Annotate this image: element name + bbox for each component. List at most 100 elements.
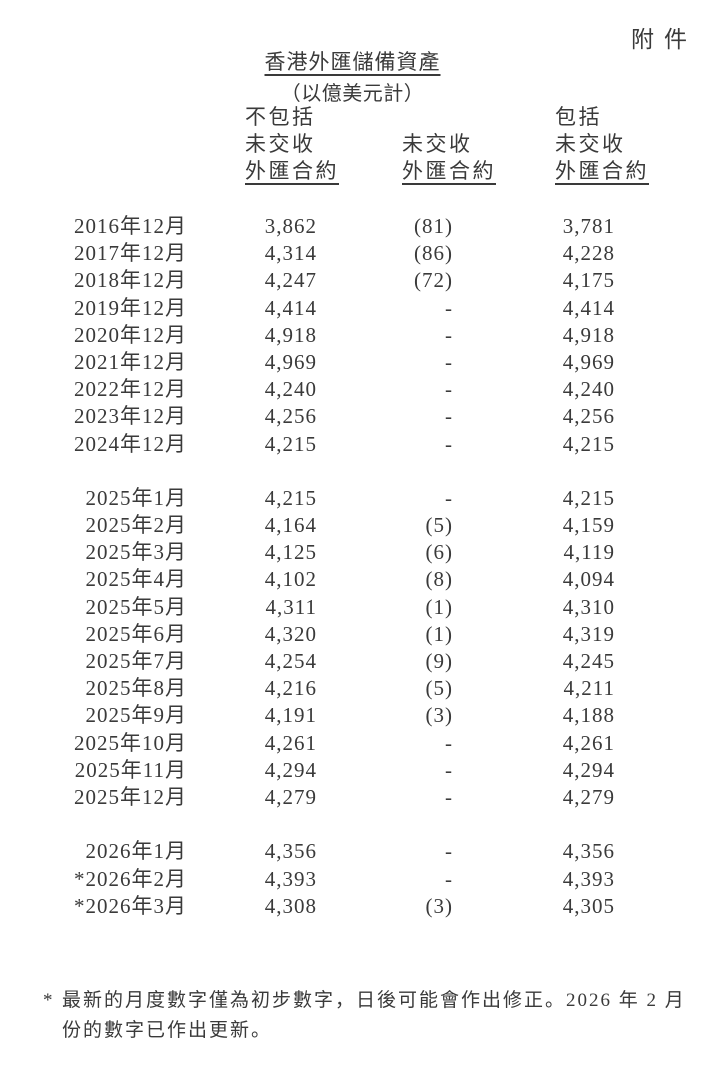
including-value-cell: 4,918 — [562, 322, 615, 347]
period-cell: 2019年12月 — [74, 295, 187, 320]
net-contracts-value-cell: - — [445, 784, 453, 809]
period-cell: 2025年2月 — [85, 513, 187, 538]
column-header-line: 外匯合約 — [402, 159, 496, 184]
table-row: 2025年12月 4,279 - 4,279 — [0, 784, 705, 811]
table-row: 2025年8月 4,216 (5) 4,211 — [0, 675, 705, 702]
period-cell: 2026年1月 — [85, 839, 187, 864]
period-cell: 2025年8月 — [85, 676, 187, 701]
excluding-value-cell: 4,320 — [264, 621, 317, 646]
excluding-value-cell: 4,215 — [264, 431, 317, 456]
including-value-cell: 4,188 — [562, 703, 615, 728]
including-value-cell: 4,211 — [563, 676, 615, 701]
net-contracts-value-cell: (3) — [425, 703, 453, 728]
table-row: 2025年9月 4,191 (3) 4,188 — [0, 702, 705, 729]
period-cell: *2026年3月 — [74, 893, 187, 918]
including-value-cell: 4,414 — [562, 295, 615, 320]
table-row: 2025年2月 4,164 (5) 4,159 — [0, 512, 705, 539]
including-value-cell: 4,159 — [562, 513, 615, 538]
period-cell: 2025年1月 — [85, 485, 187, 510]
net-contracts-value-cell: - — [445, 485, 453, 510]
excluding-value-cell: 4,356 — [264, 839, 317, 864]
table-row: 2020年12月 4,918 - 4,918 — [0, 322, 705, 349]
period-cell: 2017年12月 — [74, 241, 187, 266]
excluding-value-cell: 4,247 — [264, 268, 317, 293]
table-row: *2026年3月 4,308 (3) 4,305 — [0, 893, 705, 920]
footnote-line: 份的數字已作出更新。 — [62, 1020, 273, 1041]
excluding-value-cell: 4,240 — [264, 377, 317, 402]
table-row: 2019年12月 4,414 - 4,414 — [0, 295, 705, 322]
period-cell: 2024年12月 — [74, 431, 187, 456]
period-cell: 2025年10月 — [74, 730, 187, 755]
net-contracts-value-cell: (8) — [425, 567, 453, 592]
page-subtitle: （以億美元計） — [280, 83, 425, 105]
including-value-cell: 4,256 — [562, 404, 615, 429]
net-contracts-value-cell: (1) — [425, 594, 453, 619]
excluding-value-cell: 4,191 — [264, 703, 317, 728]
net-contracts-value-cell: (3) — [425, 893, 453, 918]
table-row: *2026年2月 4,393 - 4,393 — [0, 866, 705, 893]
excluding-value-cell: 4,102 — [264, 567, 317, 592]
net-contracts-value-cell: (1) — [425, 621, 453, 646]
net-contracts-value-cell: - — [445, 404, 453, 429]
period-cell: 2025年3月 — [85, 540, 187, 565]
including-value-cell: 4,310 — [562, 594, 615, 619]
column-header-net-contracts: 未交收 外匯合約 — [402, 131, 496, 185]
table-row: 2025年7月 4,254 (9) 4,245 — [0, 648, 705, 675]
net-contracts-value-cell: - — [445, 866, 453, 891]
table-row: 2021年12月 4,969 - 4,969 — [0, 349, 705, 376]
period-cell: 2018年12月 — [74, 268, 187, 293]
including-value-cell: 4,175 — [562, 268, 615, 293]
period-cell: 2025年12月 — [74, 784, 187, 809]
excluding-value-cell: 4,215 — [264, 485, 317, 510]
net-contracts-value-cell: (72) — [414, 268, 453, 293]
excluding-value-cell: 4,969 — [264, 349, 317, 374]
period-cell: 2020年12月 — [74, 322, 187, 347]
including-value-cell: 4,393 — [562, 866, 615, 891]
period-cell: 2025年7月 — [85, 649, 187, 673]
including-value-cell: 4,119 — [563, 540, 615, 565]
table-group-spacer — [0, 458, 705, 485]
period-cell: 2021年12月 — [74, 349, 187, 374]
footnote-marker: * — [43, 990, 55, 1011]
net-contracts-value-cell: (81) — [414, 214, 453, 238]
including-value-cell: 4,305 — [562, 893, 615, 918]
period-cell: 2016年12月 — [74, 214, 187, 238]
table-row: 2025年11月 4,294 - 4,294 — [0, 757, 705, 784]
column-header-line: 外匯合約 — [245, 159, 339, 184]
including-value-cell: 4,969 — [562, 349, 615, 374]
net-contracts-value-cell: - — [445, 730, 453, 755]
table-row: 2018年12月 4,247 (72) 4,175 — [0, 267, 705, 294]
table-row: 2025年6月 4,320 (1) 4,319 — [0, 621, 705, 648]
table-group-spacer — [0, 811, 705, 838]
table-row: 2025年4月 4,102 (8) 4,094 — [0, 566, 705, 593]
excluding-value-cell: 4,393 — [264, 866, 317, 891]
title-row: 香港外匯儲備資產 — [0, 46, 705, 76]
net-contracts-value-cell: (86) — [414, 241, 453, 266]
excluding-value-cell: 4,314 — [264, 241, 317, 266]
excluding-value-cell: 4,261 — [264, 730, 317, 755]
table-row: 2025年3月 4,125 (6) 4,119 — [0, 539, 705, 566]
including-value-cell: 4,094 — [562, 567, 615, 592]
including-value-cell: 4,228 — [562, 241, 615, 266]
period-cell: 2025年5月 — [85, 594, 187, 619]
footnote: * 最新的月度數字僅為初步數字，日後可能會作出修正。2026 年 2 月 份的數… — [43, 986, 693, 1046]
table-row: 2022年12月 4,240 - 4,240 — [0, 376, 705, 403]
column-header-line: 外匯合約 — [555, 159, 649, 184]
including-value-cell: 3,781 — [562, 214, 615, 238]
excluding-value-cell: 4,256 — [264, 404, 317, 429]
excluding-value-cell: 4,279 — [264, 784, 317, 809]
page-title: 香港外匯儲備資產 — [264, 50, 441, 74]
including-value-cell: 4,245 — [562, 649, 615, 673]
including-value-cell: 4,215 — [562, 485, 615, 510]
period-cell: 2025年11月 — [74, 757, 187, 782]
period-cell: 2025年6月 — [85, 621, 187, 646]
table-row: 2023年12月 4,256 - 4,256 — [0, 403, 705, 430]
excluding-value-cell: 4,294 — [264, 757, 317, 782]
including-value-cell: 4,356 — [562, 839, 615, 864]
attachment-label: 附件 — [631, 27, 697, 52]
column-header-line: 未交收 — [245, 132, 316, 157]
period-cell: *2026年2月 — [74, 866, 187, 891]
excluding-value-cell: 4,254 — [264, 649, 317, 673]
net-contracts-value-cell: - — [445, 757, 453, 782]
